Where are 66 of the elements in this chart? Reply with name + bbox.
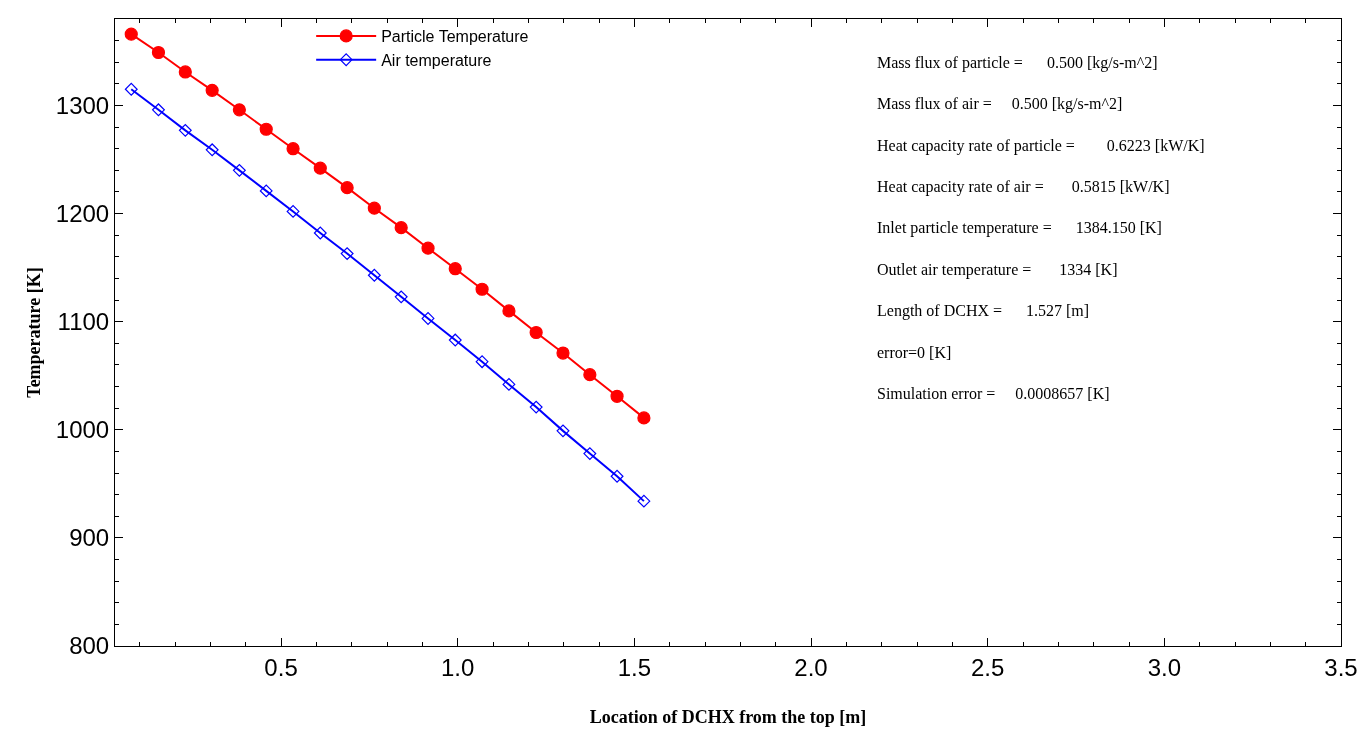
point <box>556 346 570 360</box>
point <box>502 304 516 318</box>
point <box>151 45 166 60</box>
y-tick-label: 1200 <box>55 199 110 227</box>
point <box>259 184 273 198</box>
x-tick-label: 2.5 <box>971 653 1005 681</box>
annotation: error=0 [K] <box>877 344 952 361</box>
annotation: Mass flux of particle = 0.500 [kg/s-m^2] <box>877 54 1158 72</box>
x-tick-label: 2.0 <box>794 653 828 681</box>
point <box>205 143 219 157</box>
x-tick-label: 1.0 <box>441 653 475 681</box>
x-axis-title: Location of DCHX from the top [m] <box>589 706 867 727</box>
point <box>394 290 408 304</box>
point <box>475 355 489 369</box>
point <box>367 201 381 215</box>
point <box>232 103 246 117</box>
point <box>286 142 300 156</box>
annotation: Heat capacity rate of air = 0.5815 [kW/K] <box>877 178 1170 196</box>
annotation: Heat capacity rate of particle = 0.6223 [kW/K] <box>877 137 1205 155</box>
y-tick-label: 900 <box>69 524 110 552</box>
y-tick-label: 1300 <box>55 91 110 119</box>
annotation: Outlet air temperature = 1334 [K] <box>877 261 1118 279</box>
point <box>286 204 300 218</box>
legend-label: Particle Temperature <box>381 28 529 46</box>
point <box>124 82 138 96</box>
point <box>340 247 354 261</box>
annotation: Length of DCHX = 1.527 [m] <box>877 302 1090 320</box>
point <box>205 83 219 97</box>
annotation: Mass flux of air = 0.500 [kg/s-m^2] <box>877 95 1123 113</box>
annotation: Inlet particle temperature = 1384.150 [K] <box>877 219 1162 237</box>
point <box>394 221 408 235</box>
point <box>232 163 246 177</box>
y-tick-label: 800 <box>69 632 110 660</box>
y-tick-label: 1000 <box>55 416 110 444</box>
point <box>421 241 435 255</box>
point <box>152 103 165 117</box>
x-tick-label: 3.5 <box>1324 653 1358 681</box>
x-tick-label: 3.0 <box>1147 653 1182 681</box>
point <box>529 400 543 414</box>
legend-label: Air temperature <box>381 51 492 69</box>
point <box>313 161 327 175</box>
point <box>502 377 516 391</box>
point <box>529 325 543 340</box>
point <box>556 424 570 438</box>
x-tick-label: 0.5 <box>264 653 298 681</box>
point <box>610 469 624 483</box>
point <box>448 262 462 276</box>
point <box>610 389 624 403</box>
y-axis-title: Temperature [K] <box>24 267 45 398</box>
point <box>124 27 138 41</box>
point <box>178 65 192 79</box>
point <box>583 447 597 461</box>
point <box>178 123 192 137</box>
point <box>448 333 462 347</box>
point <box>367 268 381 282</box>
point <box>259 122 273 136</box>
point <box>475 282 489 296</box>
point <box>583 368 597 382</box>
point <box>421 312 435 325</box>
point <box>637 494 651 508</box>
x-tick-label: 1.5 <box>617 653 652 681</box>
y-tick-label: 1100 <box>57 308 110 336</box>
annotation: Simulation error = 0.0008657 [K] <box>877 385 1110 402</box>
point <box>637 411 651 425</box>
point <box>313 226 327 240</box>
point <box>340 181 354 195</box>
